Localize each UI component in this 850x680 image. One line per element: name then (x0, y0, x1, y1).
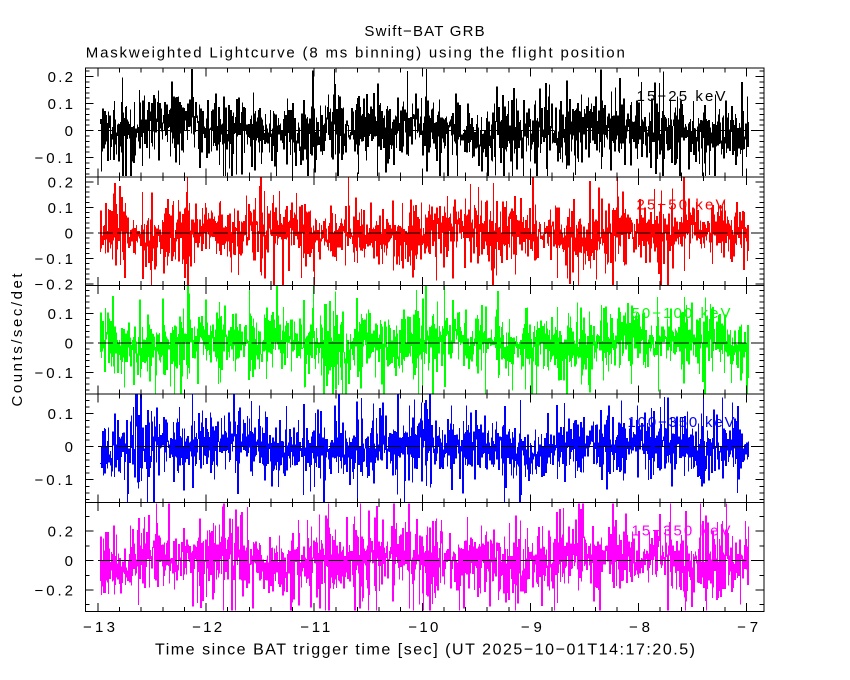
svg-text:25−50 keV: 25−50 keV (637, 197, 726, 214)
svg-text:−0.1: −0.1 (35, 150, 74, 167)
svg-text:−12: −12 (192, 619, 222, 636)
svg-text:50−100 keV: 50−100 keV (632, 305, 731, 322)
svg-text:−10: −10 (408, 619, 438, 636)
svg-text:0: 0 (65, 336, 73, 353)
svg-text:−0.2: −0.2 (35, 583, 74, 600)
svg-text:0.1: 0.1 (48, 200, 73, 217)
svg-text:0: 0 (65, 553, 73, 570)
svg-text:0.2: 0.2 (48, 69, 73, 86)
svg-text:Swift−BAT GRB: Swift−BAT GRB (364, 23, 484, 40)
svg-text:0: 0 (65, 226, 73, 243)
svg-text:−0.1: −0.1 (35, 472, 74, 489)
svg-text:0.2: 0.2 (48, 524, 73, 541)
svg-text:15−350 keV: 15−350 keV (632, 522, 731, 539)
svg-text:−0.1: −0.1 (35, 251, 74, 268)
svg-text:0: 0 (65, 439, 73, 456)
svg-text:−0.1: −0.1 (35, 365, 74, 382)
svg-text:0.1: 0.1 (48, 306, 73, 323)
svg-text:Time since BAT trigger time [s: Time since BAT trigger time [sec] (UT 20… (155, 642, 695, 659)
svg-text:100−350 keV: 100−350 keV (628, 414, 735, 431)
svg-text:−13: −13 (83, 619, 115, 636)
svg-text:15−25 keV: 15−25 keV (637, 88, 726, 105)
svg-text:−11: −11 (300, 619, 330, 636)
svg-text:Maskweighted Lightcurve (8 ms: Maskweighted Lightcurve (8 ms binning) u… (86, 44, 625, 61)
svg-text:0.2: 0.2 (48, 174, 73, 191)
svg-text:0: 0 (65, 123, 73, 140)
svg-text:−0.2: −0.2 (35, 277, 74, 294)
svg-text:0.1: 0.1 (48, 96, 73, 113)
svg-text:0.1: 0.1 (48, 406, 73, 423)
